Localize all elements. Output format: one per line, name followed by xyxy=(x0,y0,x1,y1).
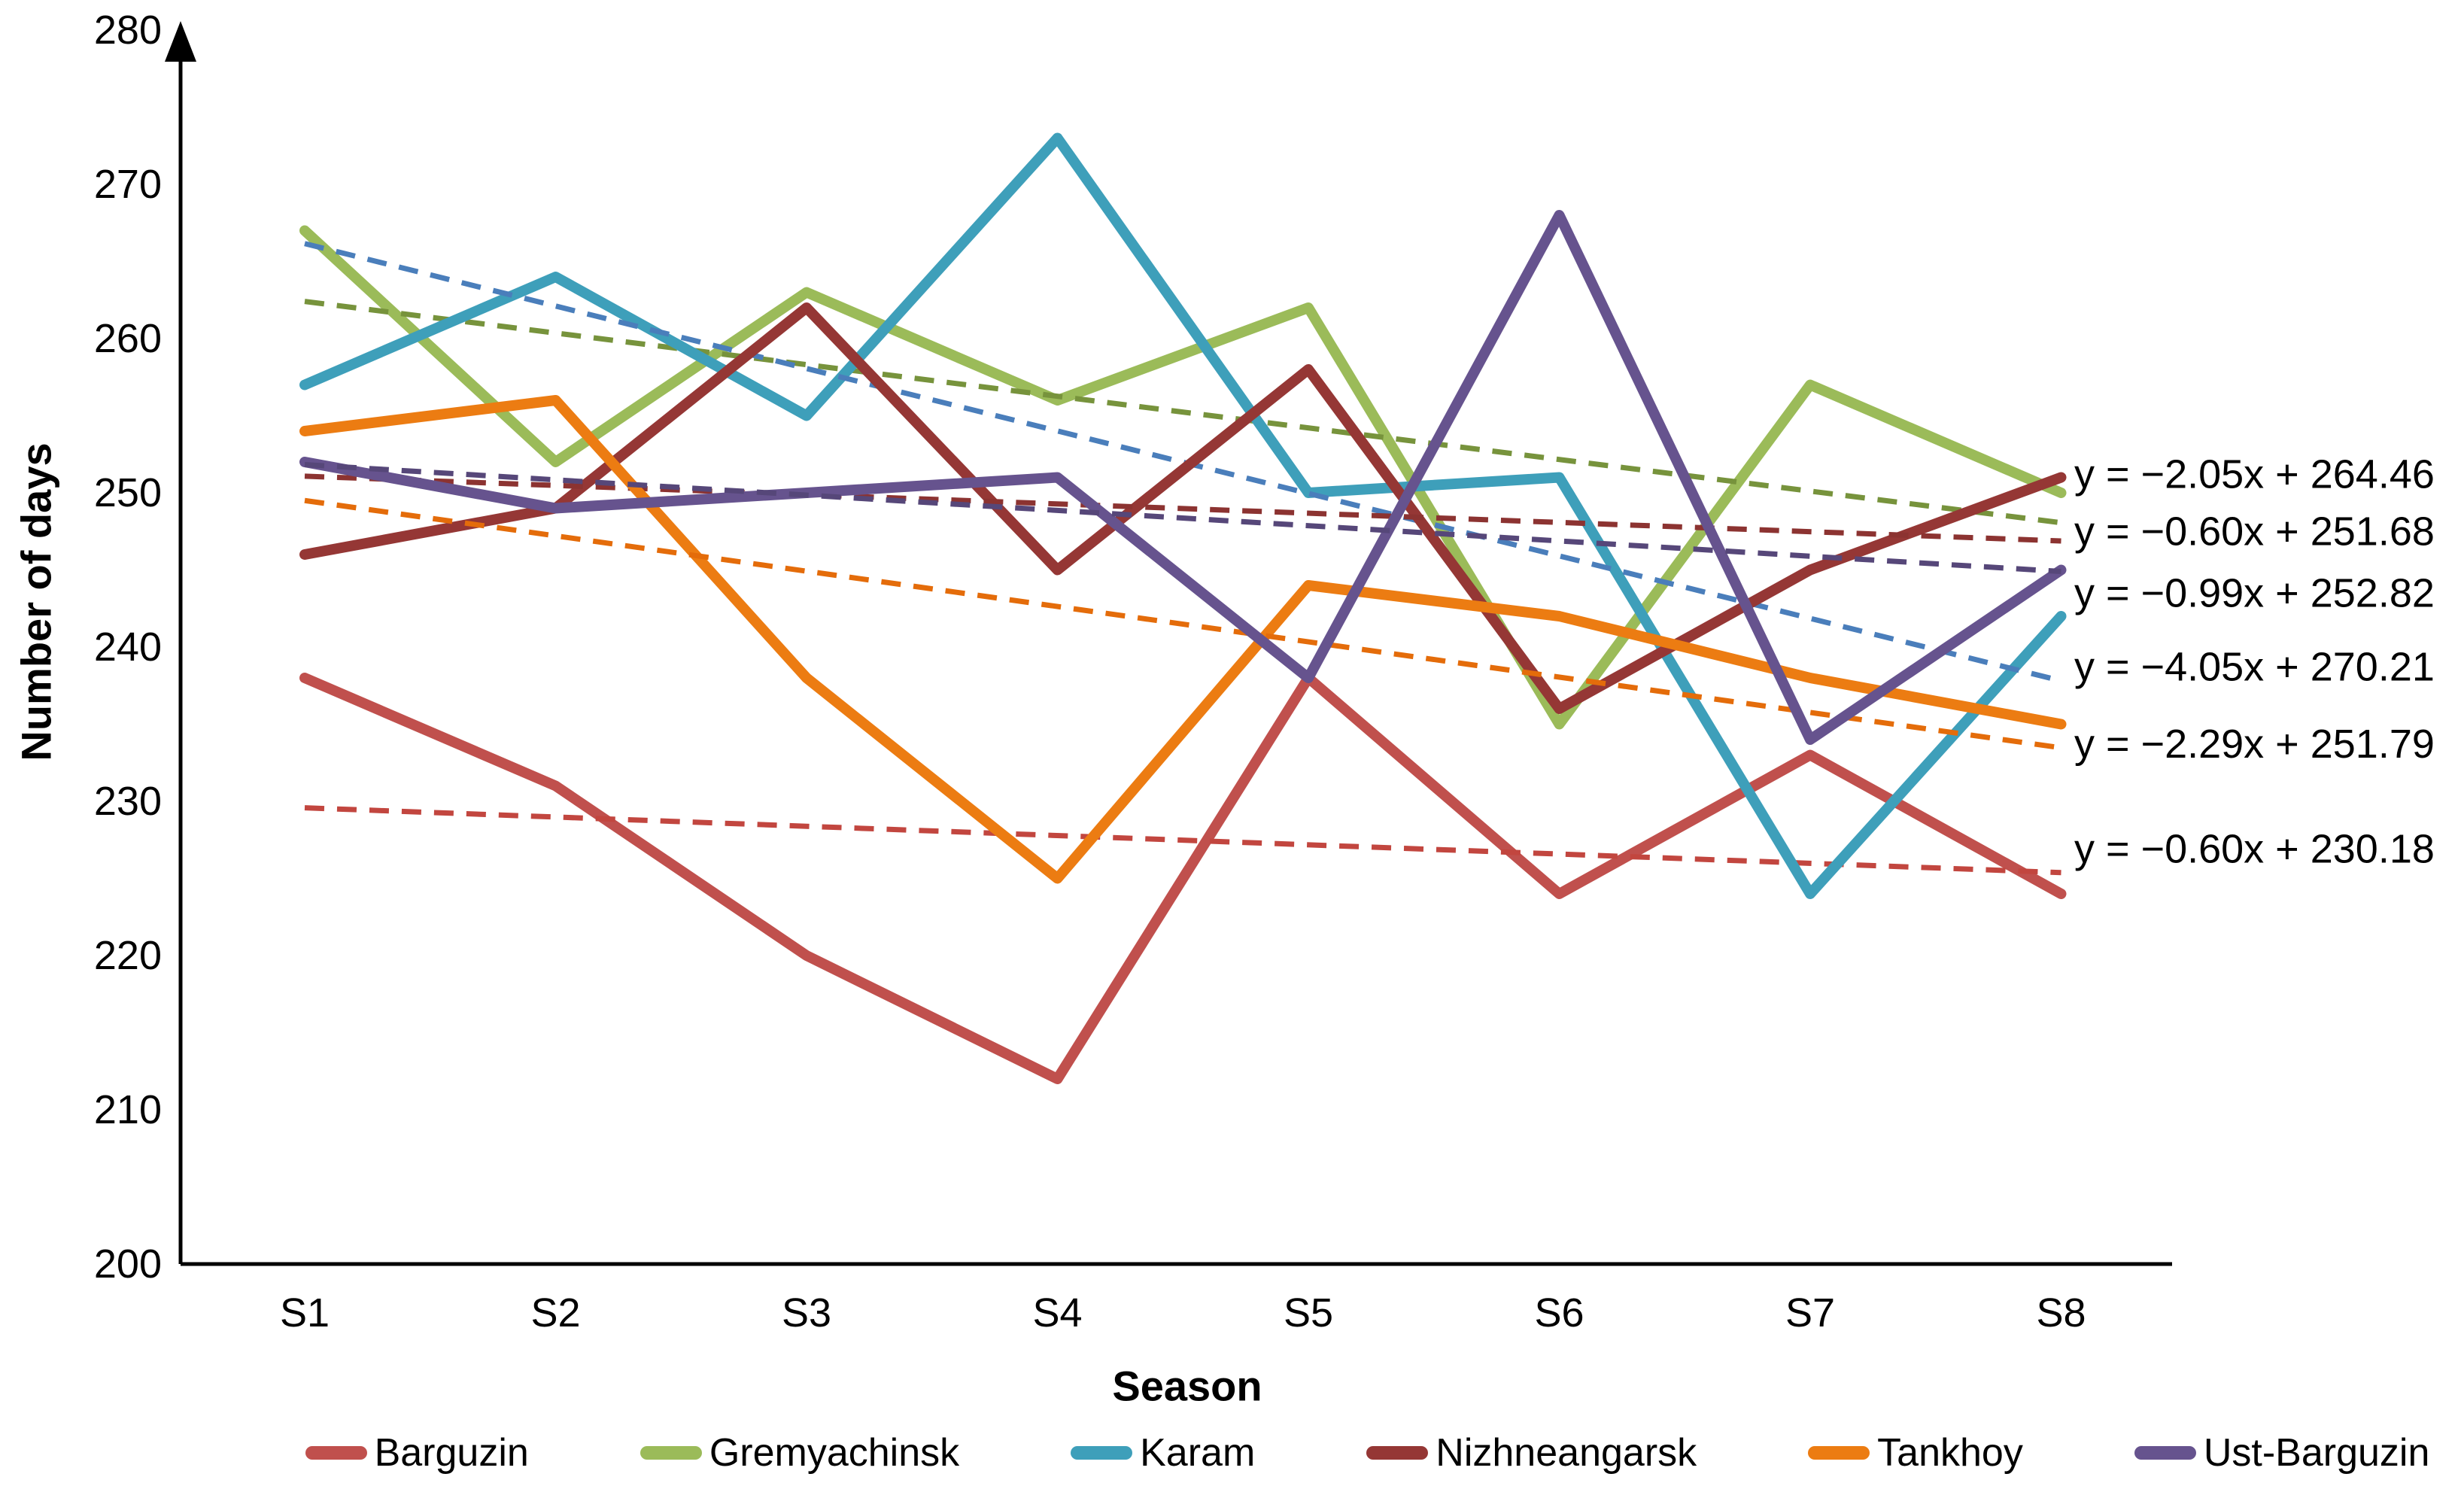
legend-label: Barguzin xyxy=(374,1431,529,1475)
y-tick-label: 240 xyxy=(94,624,162,670)
trend-line-gremyachinsk xyxy=(304,299,2061,526)
series-line-tankhoy xyxy=(299,395,2067,884)
legend-swatch-barguzin xyxy=(305,1446,367,1460)
y-tick-label: 200 xyxy=(94,1241,162,1287)
trend-line-tankhoy xyxy=(304,497,2061,751)
legend-item-tankhoy: Tankhoy xyxy=(1808,1430,2023,1475)
legend-item-barguzin: Barguzin xyxy=(305,1430,529,1475)
legend-label: Nizhneangarsk xyxy=(1436,1431,1697,1475)
y-tick-label: 280 xyxy=(94,8,162,53)
y-axis-arrowhead xyxy=(165,21,196,62)
trend-equation-ust-barguzin: y = −0.99x + 252.82 xyxy=(2074,570,2435,615)
trend-line-barguzin xyxy=(304,805,2061,876)
x-tick-label: S3 xyxy=(782,1290,831,1336)
legend-item-nizhneangarsk: Nizhneangarsk xyxy=(1366,1430,1697,1475)
legend-item-gremyachinsk: Gremyachinsk xyxy=(640,1430,959,1475)
legend-swatch-ust-barguzin xyxy=(2134,1446,2196,1460)
legend-label: Ust-Barguzin xyxy=(2203,1431,2430,1475)
legend-label: Tankhoy xyxy=(1877,1431,2023,1475)
trend-equation-tankhoy: y = −2.29x + 251.79 xyxy=(2074,722,2435,767)
trend-equation-karam: y = −4.05x + 270.21 xyxy=(2074,645,2435,690)
x-tick-label: S6 xyxy=(1534,1290,1584,1336)
trend-equation-nizhneangarsk: y = −0.60x + 251.68 xyxy=(2074,509,2435,554)
trend-line-karam xyxy=(304,241,2062,684)
series-line-nizhneangarsk xyxy=(299,302,2067,714)
legend-item-ust-barguzin: Ust-Barguzin xyxy=(2134,1430,2430,1475)
y-axis-title: Number of days xyxy=(13,442,60,761)
x-tick-label: S5 xyxy=(1284,1290,1333,1336)
legend-label: Gremyachinsk xyxy=(709,1431,960,1475)
trend-equation-barguzin: y = −0.60x + 230.18 xyxy=(2074,827,2435,872)
y-tick-label: 260 xyxy=(94,316,162,361)
x-tick-label: S4 xyxy=(1032,1290,1082,1336)
legend-swatch-karam xyxy=(1071,1446,1133,1460)
y-tick-label: 250 xyxy=(94,470,162,515)
x-tick-label: S2 xyxy=(530,1290,580,1336)
series-line-ust-barguzin xyxy=(299,210,2067,745)
x-tick-label: S8 xyxy=(2036,1290,2086,1336)
trend-equation-gremyachinsk: y = −2.05x + 264.46 xyxy=(2074,451,2435,497)
legend-swatch-gremyachinsk xyxy=(640,1446,702,1460)
series-line-karam xyxy=(299,132,2067,899)
y-tick-label: 210 xyxy=(94,1087,162,1132)
series-line-gremyachinsk xyxy=(299,225,2067,730)
series-line-barguzin xyxy=(299,673,2067,1084)
chart-legend: Barguzin Gremyachinsk Karam Nizhneangarsk Ta… xyxy=(0,1427,2464,1479)
legend-swatch-nizhneangarsk xyxy=(1366,1446,1429,1460)
legend-label: Karam xyxy=(1140,1431,1256,1475)
x-axis-title: Season xyxy=(1112,1363,1262,1410)
y-tick-label: 220 xyxy=(94,933,162,978)
trend-line-nizhneangarsk xyxy=(304,473,2061,544)
y-tick-label: 230 xyxy=(94,779,162,824)
x-tick-label: S7 xyxy=(1785,1290,1835,1336)
y-tick-label: 270 xyxy=(94,162,162,207)
trend-line-ust-barguzin xyxy=(304,461,2061,575)
x-tick-label: S1 xyxy=(280,1290,330,1336)
legend-item-karam: Karam xyxy=(1071,1430,1255,1475)
legend-swatch-tankhoy xyxy=(1808,1446,1870,1460)
